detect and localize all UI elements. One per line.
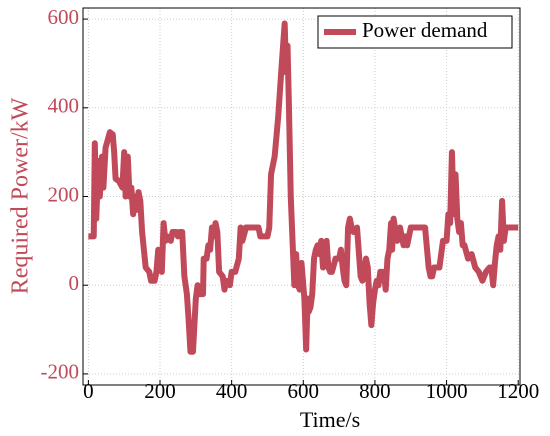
- y-tick-label: 0: [69, 271, 80, 295]
- x-tick-label: 800: [359, 379, 391, 403]
- y-tick-label: 200: [48, 182, 80, 206]
- y-tick-label: 400: [48, 94, 80, 118]
- plot-frame: [82, 7, 521, 386]
- x-tick-label: 1200: [497, 379, 539, 403]
- data-line: [88, 20, 519, 355]
- legend-label: Power demand: [362, 18, 488, 42]
- x-tick-label: 1000: [426, 379, 468, 403]
- x-tick-label: 600: [288, 379, 320, 403]
- y-tick-label: 600: [48, 5, 80, 29]
- x-tick-label: 400: [216, 379, 248, 403]
- y-axis-label: Required Power/kW: [8, 97, 34, 294]
- y-tick-label: -200: [41, 360, 80, 384]
- x-axis-label: Time/s: [300, 407, 360, 432]
- x-tick-label: 0: [83, 379, 94, 403]
- x-tick-label: 200: [144, 379, 176, 403]
